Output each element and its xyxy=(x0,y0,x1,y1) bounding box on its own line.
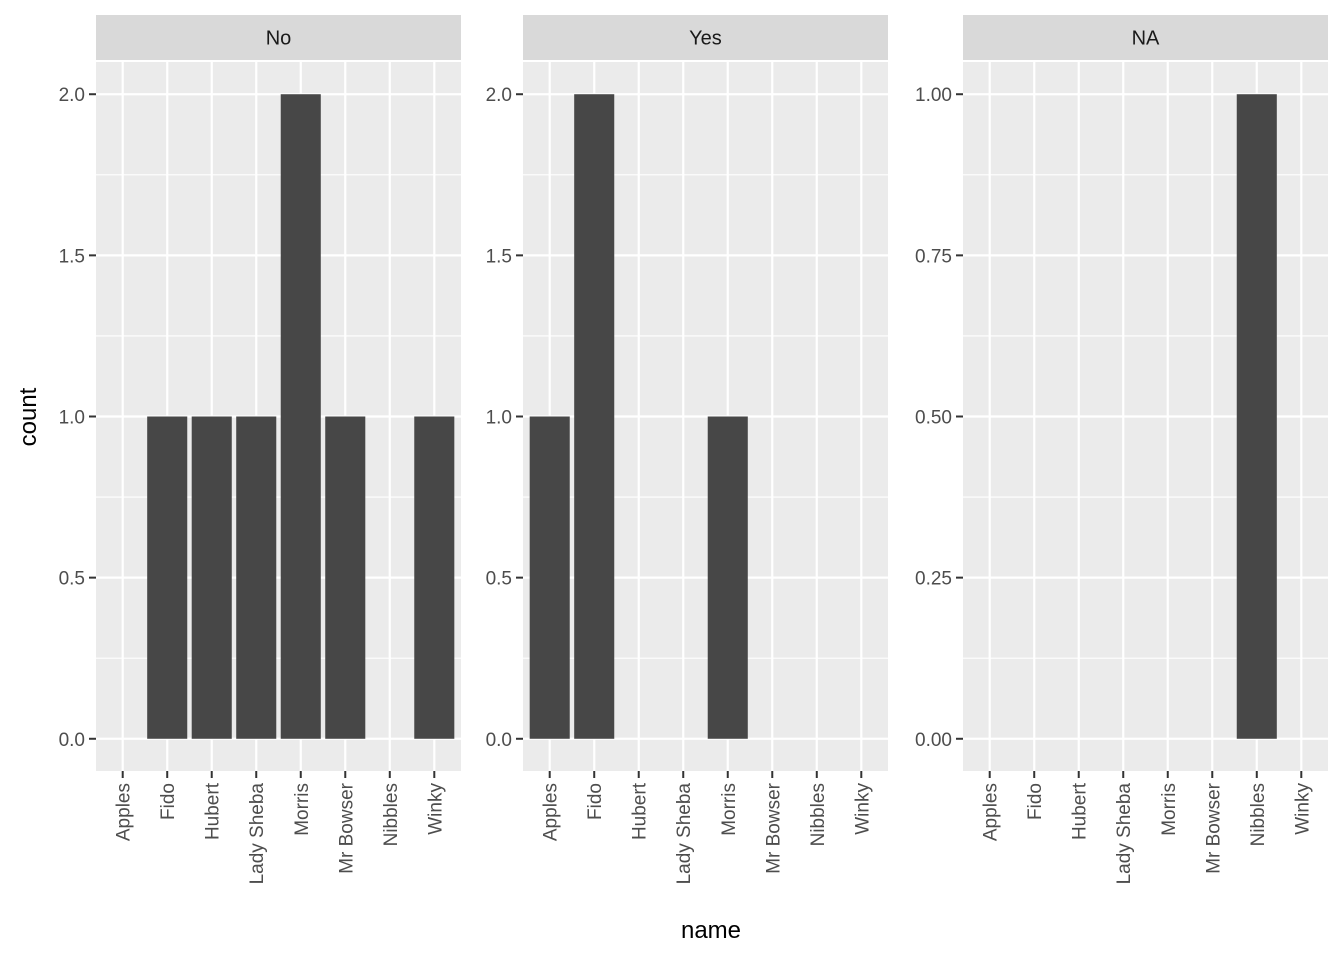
x-tick-label: Lady Sheba xyxy=(674,783,695,885)
y-tick-label: 2.0 xyxy=(486,85,512,106)
bar-no-mr-bowser xyxy=(325,416,366,739)
bar-yes-morris xyxy=(707,416,748,739)
facet-strip-na xyxy=(963,15,1328,60)
y-tick-label: 1.5 xyxy=(59,246,85,267)
facet-panels: No 0.0 0.5 1.0 1.5 2.0 Apples Fido Hubert Lady Sh… xyxy=(59,15,1328,884)
y-tick-label: 0.0 xyxy=(59,730,85,751)
y-tick-label: 1.0 xyxy=(59,408,85,429)
x-tick-label: Nibbles xyxy=(808,783,829,846)
x-tick-label: Winky xyxy=(1292,783,1313,835)
x-axis-title: name xyxy=(681,917,741,944)
facet-strip-label: NA xyxy=(1132,28,1160,50)
y-tick-label: 0.5 xyxy=(486,569,512,590)
x-tick-label: Nibbles xyxy=(381,783,402,846)
x-tick-label: Morris xyxy=(719,783,740,836)
bar-na-nibbles xyxy=(1236,94,1277,739)
facet-strip-yes xyxy=(523,15,888,60)
facet-strip-no xyxy=(96,15,461,60)
x-tick-label: Fido xyxy=(585,783,606,820)
x-tick-label: Morris xyxy=(292,783,313,836)
x-tick-label: Fido xyxy=(158,783,179,820)
y-tick-label: 0.5 xyxy=(59,569,85,590)
y-tick-label: 1.5 xyxy=(486,246,512,267)
facet-panel-yes: Yes 0.0 0.5 1.0 1.5 2.0 Apples Fido Hubert Lady S… xyxy=(486,15,888,884)
x-tick-label: Winky xyxy=(852,783,873,835)
x-tick-label: Hubert xyxy=(630,782,651,840)
y-tick-label: 2.0 xyxy=(59,85,85,106)
bar-yes-apples xyxy=(529,416,570,739)
facet-strip-label: Yes xyxy=(689,28,722,50)
x-tick-label: Winky xyxy=(425,783,446,835)
x-tick-label: Hubert xyxy=(203,782,224,840)
facet-panel-na: NA 0.00 0.25 0.50 0.75 1.00 Apples Fido Hubert La… xyxy=(915,15,1328,884)
bar-no-hubert xyxy=(191,416,232,739)
y-tick-label: 0.75 xyxy=(915,246,952,267)
y-tick-label: 0.00 xyxy=(915,730,952,751)
x-tick-label: Apples xyxy=(114,783,135,841)
bar-no-fido xyxy=(147,416,188,739)
bar-no-morris xyxy=(280,94,321,739)
bar-no-winky xyxy=(414,416,455,739)
x-tick-label: Lady Sheba xyxy=(1114,783,1135,885)
x-tick-label: Mr Bowser xyxy=(336,782,357,873)
facet-panel-no: No 0.0 0.5 1.0 1.5 2.0 Apples Fido Hubert Lady Sh… xyxy=(59,15,461,884)
x-tick-label: Mr Bowser xyxy=(1203,782,1224,873)
x-tick-label: Mr Bowser xyxy=(763,782,784,873)
y-axis-title: count xyxy=(15,387,42,446)
x-tick-label: Nibbles xyxy=(1248,783,1269,846)
y-tick-label: 0.25 xyxy=(915,569,952,590)
bar-yes-fido xyxy=(574,94,615,739)
bar-no-lady-sheba xyxy=(236,416,277,739)
y-tick-label: 1.0 xyxy=(486,408,512,429)
x-tick-label: Fido xyxy=(1025,783,1046,820)
y-tick-label: 1.00 xyxy=(915,85,952,106)
x-tick-label: Apples xyxy=(541,783,562,841)
x-tick-label: Morris xyxy=(1159,783,1180,836)
x-tick-label: Lady Sheba xyxy=(247,783,268,885)
x-tick-label: Apples xyxy=(981,783,1002,841)
x-tick-label: Hubert xyxy=(1070,782,1091,840)
y-tick-label: 0.0 xyxy=(486,730,512,751)
facet-strip-label: No xyxy=(266,28,292,50)
y-tick-label: 0.50 xyxy=(915,408,952,429)
